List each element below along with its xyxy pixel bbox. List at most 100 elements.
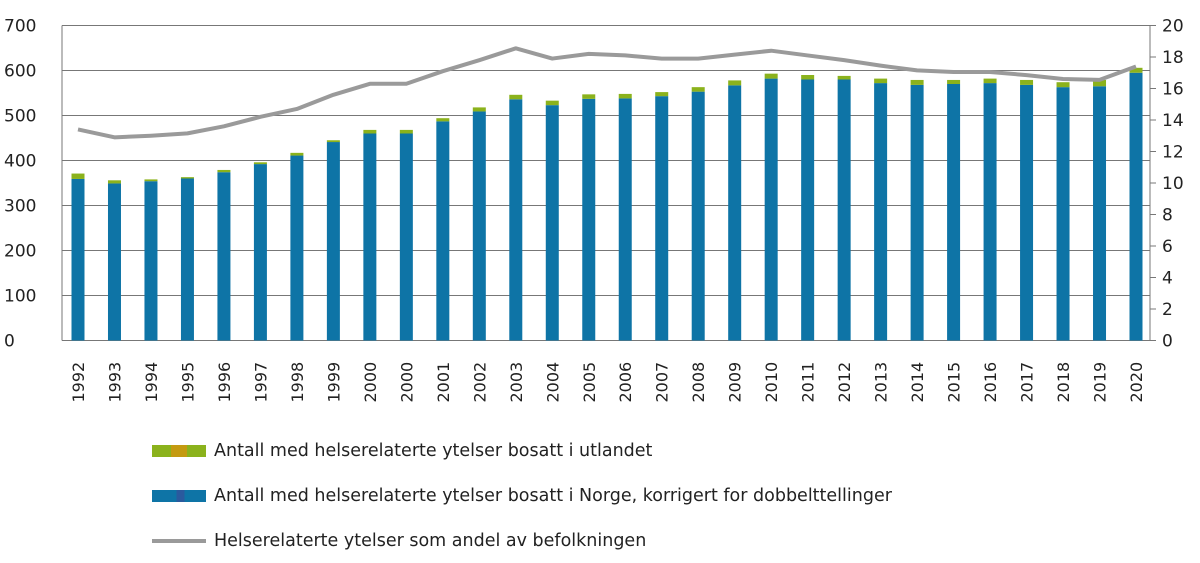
- x-tick-label: 2015: [945, 362, 964, 403]
- x-tick-label: 2012: [835, 362, 854, 403]
- x-tick-label: 2003: [507, 362, 526, 403]
- bar-utlandet: [911, 80, 924, 85]
- bar-utlandet: [217, 170, 230, 172]
- x-tick-label: 2013: [872, 362, 891, 403]
- bar-utlandet: [1020, 80, 1033, 85]
- combo-chart: 0100200300400500600700024681012141618201…: [0, 0, 1200, 420]
- bar-norge: [181, 179, 194, 341]
- bar-utlandet: [509, 95, 522, 100]
- bar-utlandet: [582, 94, 595, 99]
- x-tick-label: 2010: [762, 362, 781, 403]
- x-tick-label: 1999: [324, 362, 343, 403]
- bar-norge: [72, 179, 85, 341]
- x-tick-label: 1993: [105, 362, 124, 403]
- bar-norge: [582, 99, 595, 341]
- bar-utlandet: [108, 180, 121, 183]
- y-right-tick-label: 12: [1162, 143, 1184, 163]
- x-tick-label: 2002: [470, 362, 489, 403]
- line-andel: [78, 48, 1136, 137]
- bar-utlandet: [400, 130, 413, 134]
- x-tick-label: 2018: [1054, 362, 1073, 403]
- bar-utlandet: [72, 174, 85, 179]
- bar-norge: [947, 84, 960, 341]
- y-right-tick-label: 8: [1162, 206, 1173, 226]
- y-left-tick-label: 700: [4, 17, 36, 37]
- bar-norge: [838, 80, 851, 341]
- y-left-tick-label: 0: [4, 332, 15, 352]
- y-left-tick-label: 300: [4, 197, 36, 217]
- bar-utlandet: [728, 80, 741, 85]
- bar-norge: [984, 83, 997, 340]
- x-tick-label: 2014: [908, 362, 927, 403]
- legend-item-andel: Helserelaterte ytelser som andel av befo…: [152, 518, 892, 563]
- legend-swatch-utlandet: [152, 445, 206, 457]
- bar-utlandet: [838, 76, 851, 80]
- bar-utlandet: [363, 130, 376, 134]
- bar-norge: [509, 99, 522, 340]
- bar-norge: [217, 172, 230, 340]
- bar-norge: [619, 98, 632, 340]
- y-left-tick-label: 600: [4, 62, 36, 82]
- x-tick-label: 2007: [653, 362, 672, 403]
- bar-utlandet: [692, 87, 705, 92]
- bar-norge: [655, 96, 668, 340]
- bar-utlandet: [655, 92, 668, 96]
- x-tick-label: 2005: [580, 362, 599, 403]
- bar-norge: [765, 79, 778, 341]
- x-tick-label: 1995: [178, 362, 197, 403]
- bar-norge: [546, 105, 559, 340]
- bar-norge: [363, 134, 376, 341]
- bar-norge: [1130, 73, 1143, 341]
- y-left-tick-label: 500: [4, 107, 36, 127]
- legend: Antall med helserelaterte ytelser bosatt…: [152, 428, 892, 563]
- bar-utlandet: [1057, 82, 1070, 87]
- x-tick-label: 2019: [1091, 362, 1110, 403]
- bar-utlandet: [947, 80, 960, 84]
- x-tick-label: 2004: [543, 362, 562, 403]
- bar-norge: [327, 142, 340, 340]
- bar-utlandet: [327, 140, 340, 142]
- legend-swatch-norge: [152, 490, 206, 502]
- x-tick-label: 2011: [799, 362, 818, 403]
- bar-norge: [874, 83, 887, 340]
- x-tick-label: 2017: [1018, 362, 1037, 403]
- legend-label: Antall med helserelaterte ytelser bosatt…: [214, 486, 892, 506]
- x-tick-label: 1992: [69, 362, 88, 403]
- bar-norge: [108, 183, 121, 340]
- bar-utlandet: [874, 79, 887, 84]
- x-tick-label: 1997: [251, 362, 270, 403]
- bar-norge: [436, 121, 449, 340]
- bar-utlandet: [473, 107, 486, 111]
- bar-utlandet: [436, 118, 449, 121]
- y-right-tick-label: 14: [1162, 111, 1184, 131]
- bar-utlandet: [144, 179, 157, 181]
- y-right-tick-label: 6: [1162, 237, 1173, 257]
- x-tick-label: 2008: [689, 362, 708, 403]
- x-tick-label: 1998: [288, 362, 307, 403]
- x-tick-label: 2006: [616, 362, 635, 403]
- legend-swatch-andel: [152, 539, 206, 543]
- x-tick-label: 1996: [215, 362, 234, 403]
- bar-norge: [1093, 86, 1106, 340]
- bar-utlandet: [546, 101, 559, 106]
- bar-norge: [692, 92, 705, 341]
- bar-utlandet: [619, 94, 632, 99]
- x-tick-label: 2016: [981, 362, 1000, 403]
- bar-norge: [1020, 85, 1033, 341]
- bar-utlandet: [254, 162, 267, 164]
- bar-norge: [801, 80, 814, 341]
- x-tick-label: 2020: [1127, 362, 1146, 403]
- legend-item-norge: Antall med helserelaterte ytelser bosatt…: [152, 473, 892, 518]
- bar-norge: [1057, 87, 1070, 340]
- y-right-tick-label: 18: [1162, 48, 1184, 68]
- y-left-tick-label: 400: [4, 152, 36, 172]
- y-right-tick-label: 20: [1162, 17, 1184, 37]
- bar-norge: [473, 111, 486, 340]
- bar-utlandet: [181, 177, 194, 178]
- bar-utlandet: [290, 153, 303, 156]
- legend-label: Antall med helserelaterte ytelser bosatt…: [214, 441, 652, 461]
- y-right-tick-label: 2: [1162, 300, 1173, 320]
- y-right-tick-label: 16: [1162, 80, 1184, 100]
- x-tick-label: 2009: [726, 362, 745, 403]
- y-right-tick-label: 4: [1162, 269, 1173, 289]
